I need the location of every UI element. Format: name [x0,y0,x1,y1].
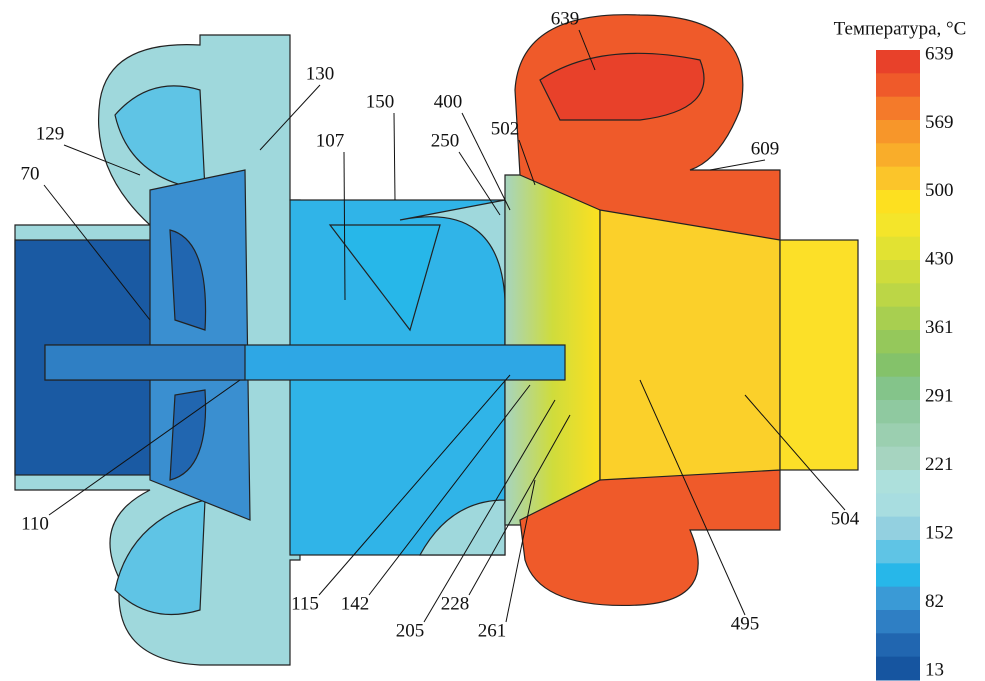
colorbar-band [876,236,920,261]
leader-line [639,379,746,616]
colorbar-band [876,260,920,284]
annotation-label: 129 [36,123,65,144]
colorbar-band [876,493,920,518]
annotation-label: 504 [831,508,860,529]
colorbar-band [876,50,920,74]
annotation-label: 205 [396,620,425,641]
colorbar-label: 639 [925,43,954,64]
annotation-label: 115 [291,593,319,614]
leader-line [343,151,346,301]
colorbar-band [876,516,920,541]
colorbar-label: 82 [925,591,944,612]
colorbar-label: 500 [925,180,954,201]
leader-line [393,112,396,201]
colorbar-label: 13 [925,659,944,680]
leader-line [318,374,511,596]
colorbar-label: 430 [925,249,954,270]
annotation-label: 70 [21,163,40,184]
colorbar-band [876,120,920,144]
leader-line [458,151,501,216]
leader-line [505,479,536,623]
colorbar-band [876,400,920,424]
colorbar-band [876,656,920,681]
colorbar-band [876,213,920,238]
annotation-label: 495 [731,613,760,634]
leader-line [63,144,141,176]
colorbar: 639 569 500 430 361 291 221 152 82 13 [876,43,954,681]
colorbar-band [876,143,920,168]
colorbar-band [876,423,920,448]
leader-line [368,384,531,596]
colorbar-band [876,376,920,401]
leader-line [518,139,536,186]
leader-line [259,84,321,151]
leader-line [43,184,151,321]
leader-line [48,379,241,516]
colorbar-band [876,96,920,121]
annotation-label: 250 [431,130,460,151]
annotation-label: 107 [316,130,345,151]
colorbar-band [876,633,920,658]
colorbar-band [876,563,920,588]
colorbar-band [876,330,920,354]
colorbar-band [876,190,920,214]
leader-line [709,159,766,171]
annotation-label: 639 [551,8,580,29]
colorbar-band [876,166,920,191]
annotation-label: 609 [751,138,780,159]
colorbar-label: 152 [925,522,954,543]
colorbar-band [876,353,920,378]
colorbar-label: 221 [925,454,954,475]
annotations: 639 130 129 150 400 502 107 250 70 609 504 110 115 14… [21,8,860,641]
colorbar-band [876,540,920,564]
turbocharger [14,14,859,666]
leader-line [423,399,556,623]
annotation-label: 150 [366,91,395,112]
colorbar-band [876,446,920,471]
annotation-label: 130 [306,63,335,84]
leader-line [578,29,596,71]
annotation-label: 261 [478,620,507,641]
colorbar-band [876,610,920,634]
colorbar-band [876,306,920,331]
leader-line [744,394,846,511]
colorbar-title: Температура, °C [834,18,967,39]
colorbar-label: 291 [925,386,954,407]
leader-line [461,112,511,211]
annotation-label: 228 [441,593,470,614]
annotation-label: 110 [21,513,49,534]
colorbar-band [876,586,920,611]
colorbar-band [876,73,920,98]
leader-line [468,414,571,596]
colorbar-label: 361 [925,317,954,338]
annotation-label: 400 [434,91,463,112]
colorbar-band [876,470,920,494]
colorbar-band [876,283,920,308]
annotation-label: 142 [341,593,370,614]
colorbar-label: 569 [925,112,954,133]
annotation-label: 502 [491,118,520,139]
